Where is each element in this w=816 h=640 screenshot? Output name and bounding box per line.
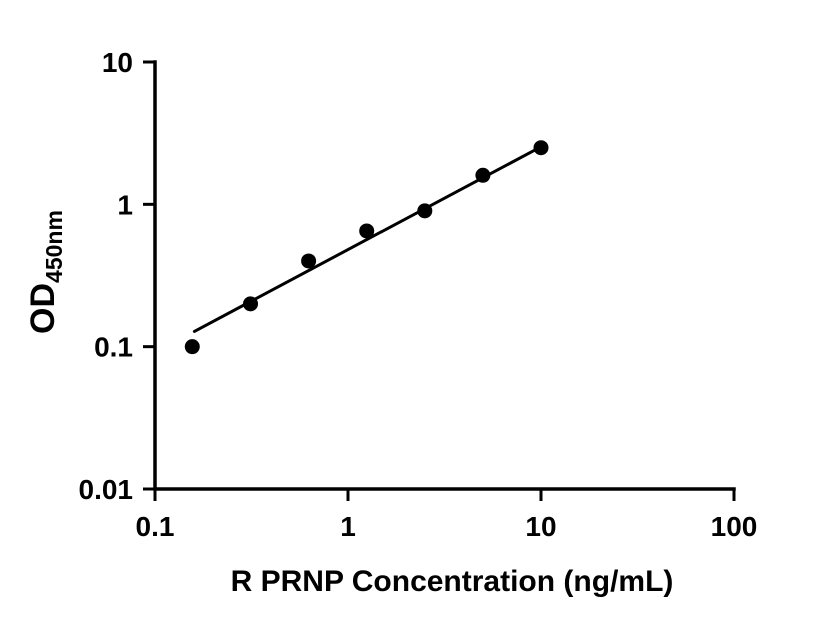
data-point	[359, 223, 375, 239]
x-axis-tick-label: 1	[340, 511, 356, 542]
x-axis-tick-label: 100	[711, 511, 758, 542]
y-axis-tick-label: 0.1	[94, 332, 133, 363]
y-axis-tick-label: 10	[102, 47, 133, 78]
data-point	[243, 296, 259, 312]
data-point	[475, 167, 491, 183]
data-point	[533, 140, 549, 156]
y-axis-title-main: OD	[24, 283, 62, 334]
y-axis-title: OD450nm	[24, 210, 67, 334]
x-axis-tick-label: 10	[525, 511, 556, 542]
axes-spine	[153, 60, 736, 491]
x-axis-title: R PRNP Concentration (ng/mL)	[231, 565, 674, 598]
data-point	[184, 339, 200, 355]
data-point	[301, 253, 317, 269]
data-point	[417, 203, 433, 219]
x-axis-tick-label: 0.1	[136, 511, 175, 542]
y-axis-title-subscript: 450nm	[41, 210, 67, 283]
y-axis-tick-label: 1	[117, 189, 133, 220]
y-axis-tick-label: 0.01	[79, 474, 134, 505]
